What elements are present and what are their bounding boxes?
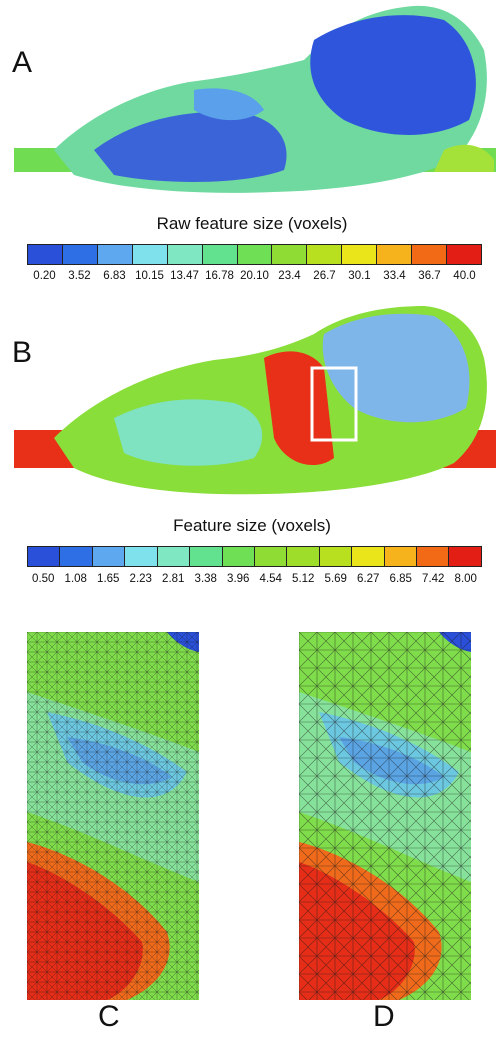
colorbar-swatch: [449, 547, 481, 566]
colorbar-swatch: [417, 547, 450, 566]
colorbar-swatch: [307, 245, 343, 264]
colorbar-tick-label: 3.96: [227, 573, 250, 585]
panel-label-b: B: [12, 336, 33, 369]
colorbar-swatch: [412, 245, 448, 264]
colorbar-tick-label: 0.50: [32, 573, 55, 585]
panel-label-c: C: [98, 1000, 120, 1033]
colorbar-swatch: [92, 547, 126, 566]
panel-label-a: A: [12, 46, 33, 79]
colorbar-swatch: [342, 245, 378, 264]
colorbar-tick-label: 5.69: [324, 573, 347, 585]
colorbar-swatch: [202, 245, 238, 264]
colorbar-swatch: [352, 547, 385, 566]
colorbar-swatch: [287, 547, 320, 566]
colorbar-tick-label: 30.1: [348, 270, 371, 282]
colorbar-tick-label: 36.7: [418, 270, 441, 282]
colorbar-tick-label: 13.47: [170, 270, 199, 282]
colorbar-tick-label: 1.65: [97, 573, 120, 585]
colorbar-tick-label: 40.0: [453, 270, 476, 282]
colorbar-tick-label: 26.7: [313, 270, 336, 282]
mesh-detail-c: [27, 632, 199, 1000]
colorbar-tick-label: 20.10: [240, 270, 269, 282]
colorbar-swatch: [447, 245, 481, 264]
colorbar-tick-label: 6.27: [357, 573, 380, 585]
colorbar-tick-label: 8.00: [454, 573, 477, 585]
colorbar-swatch: [125, 547, 158, 566]
colorbar-b: [27, 546, 482, 567]
colorbar-swatch: [237, 245, 273, 264]
brain-surface-b: [14, 306, 496, 495]
colorbar-tick-label: 2.81: [162, 573, 185, 585]
colorbar-swatch: [254, 547, 288, 566]
colorbar-tick-label: 5.12: [292, 573, 315, 585]
colorbar-swatch: [319, 547, 353, 566]
colorbar-tick-label: 3.38: [194, 573, 217, 585]
colorbar-swatch: [377, 245, 413, 264]
colorbar-swatch: [272, 245, 308, 264]
colorbar-tick-label: 6.83: [103, 270, 126, 282]
colorbar-swatch: [190, 547, 223, 566]
panel-label-d: D: [373, 1000, 395, 1033]
mesh-detail-d: [299, 632, 471, 1000]
colorbar-tick-label: 6.85: [389, 573, 412, 585]
colorbar-tick-label: 23.4: [278, 270, 301, 282]
scale-title-b: Feature size (voxels): [173, 516, 331, 535]
colorbar-tick-label: 16.78: [205, 270, 234, 282]
colorbar-swatch: [222, 547, 255, 566]
colorbar-tick-label: 0.20: [33, 270, 56, 282]
colorbar-tick-label: 7.42: [422, 573, 445, 585]
colorbar-tick-label: 4.54: [259, 573, 282, 585]
colorbar-swatch: [167, 245, 203, 264]
colorbar-swatch: [97, 245, 133, 264]
scale-title-a: Raw feature size (voxels): [156, 214, 348, 233]
colorbar-swatch: [28, 245, 63, 264]
colorbar-ticks-a: 0.20 3.52 6.83 10.15 13.47 16.78 20.10 23.4 26.7…: [27, 270, 482, 286]
brain-surface-a: [14, 5, 496, 193]
colorbar-swatch: [28, 547, 61, 566]
colorbar-tick-label: 2.23: [129, 573, 152, 585]
colorbar-swatch: [132, 245, 168, 264]
colorbar-ticks-b: 0.50 1.08 1.65 2.23 2.81 3.38 3.96 4.54 5.12 5.69…: [27, 573, 482, 589]
colorbar-a: [27, 244, 482, 265]
colorbar-tick-label: 1.08: [64, 573, 87, 585]
colorbar-swatch: [157, 547, 191, 566]
colorbar-tick-label: 3.52: [68, 270, 91, 282]
colorbar-swatch: [62, 245, 98, 264]
colorbar-tick-label: 33.4: [383, 270, 406, 282]
colorbar-tick-label: 10.15: [135, 270, 164, 282]
colorbar-swatch: [60, 547, 93, 566]
colorbar-swatch: [384, 547, 418, 566]
